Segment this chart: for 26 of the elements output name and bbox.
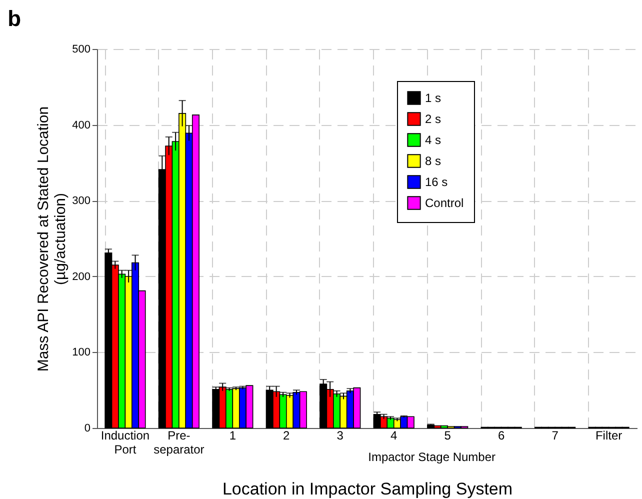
text: Impactor Stage Number [368,450,496,464]
x-tick-label: 3 [336,428,344,442]
y-tick-label: 500 [72,44,90,56]
x-tick-label: 5 [444,428,452,442]
x-tick-label: 1 [229,428,236,442]
x-tick-label: 2 [283,428,290,442]
legend-label: 16 s [425,175,448,189]
x-tick-label: Filter [595,428,622,442]
y-tick-label: 100 [72,346,90,359]
legend-label: 4 s [425,133,442,147]
legend-label: 1 s [425,91,442,105]
x-axis-title: Location in Impactor Sampling System [222,480,513,498]
y-axis-title: Mass API Recovered at Stated Location (µg/actuation) [35,106,70,372]
x-tick-label: Induction Port [100,428,150,456]
legend-label: 8 s [425,154,442,168]
chart-title: b [8,6,22,31]
x-tick-label: 7 [552,428,559,442]
y-tick-label: 400 [72,119,90,132]
x-tick-label: Pre- separator [154,428,204,456]
legend-label: Control [425,196,464,210]
y-tick-label: 300 [72,195,90,208]
y-tick-label: 0 [84,422,90,434]
legend-label: 2 s [425,112,442,126]
x-tick-label: 4 [390,428,398,442]
y-tick-label: 200 [72,270,90,283]
x-tick-label: 6 [498,428,505,442]
